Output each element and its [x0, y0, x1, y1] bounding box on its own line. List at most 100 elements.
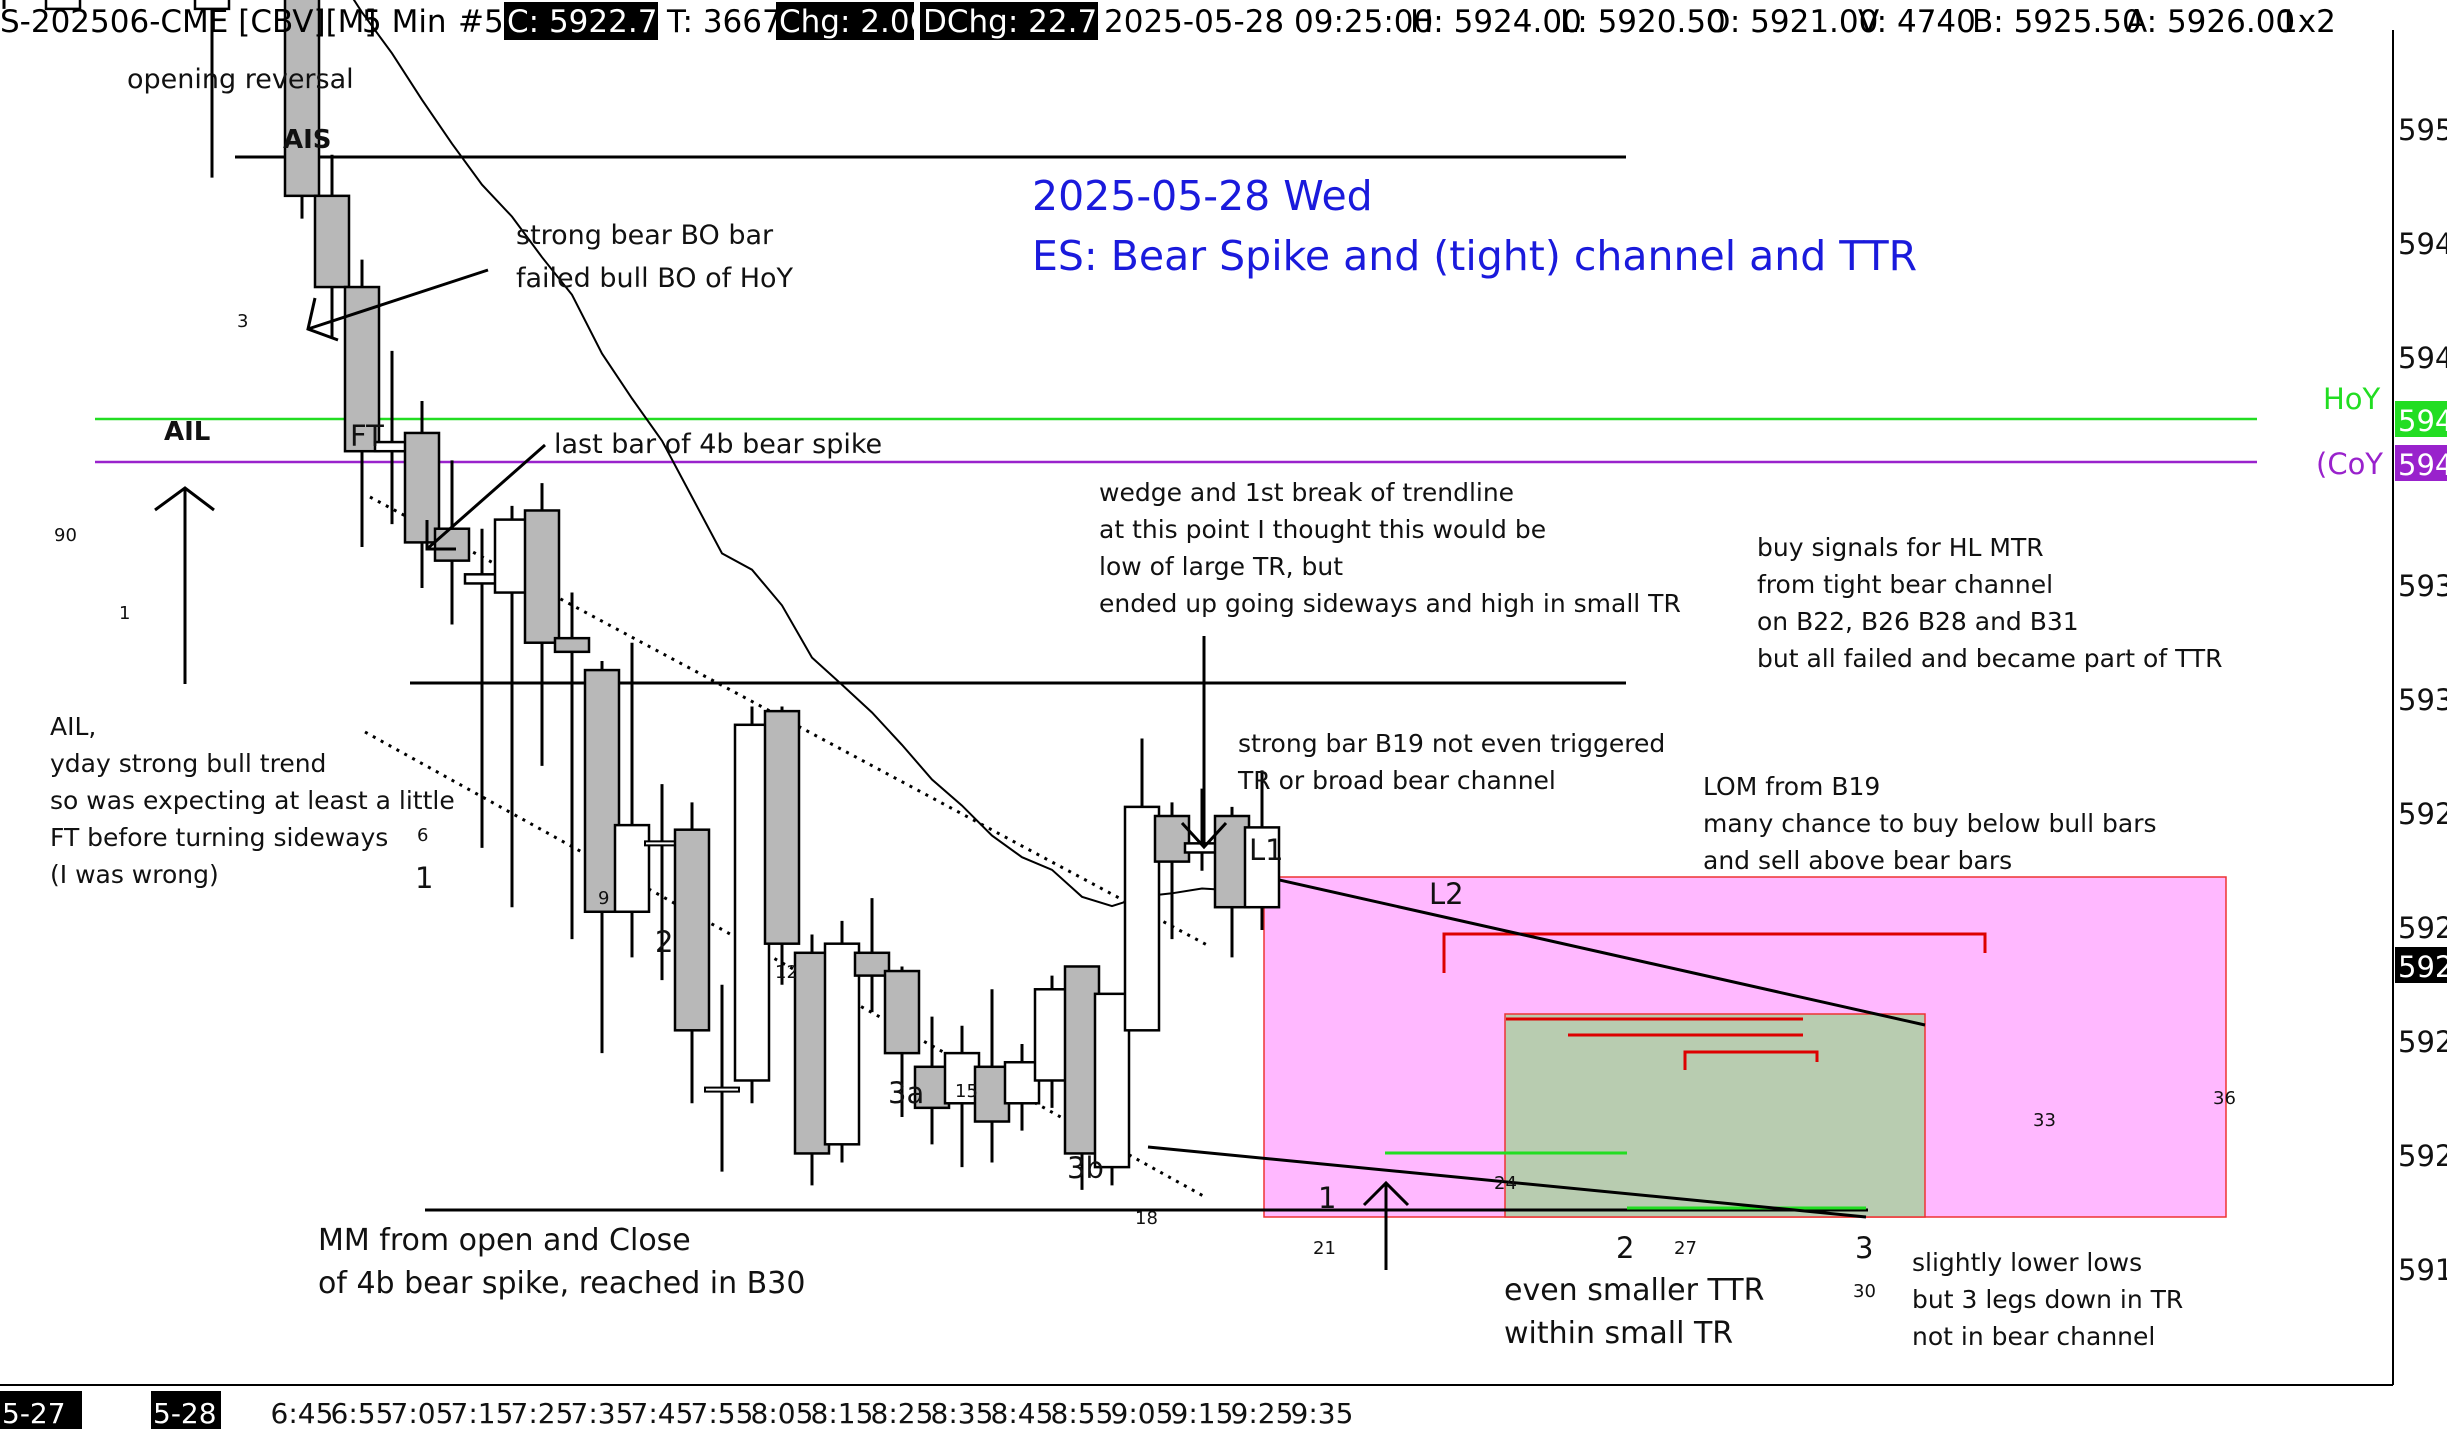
candle-5[interactable]	[313, 154, 351, 338]
candle-20[interactable]	[763, 706, 801, 985]
candle-90[interactable]	[44, 0, 82, 11]
time-label-9-15: 9:15	[1171, 1397, 1234, 1429]
header-datetime: 2025-05-28 09:25:00	[1104, 4, 1433, 40]
coy-price-box-text: 594	[2398, 448, 2447, 482]
leg-label-l1: L1	[1249, 833, 1284, 867]
header-ask: A: 5926.00	[2126, 4, 2295, 40]
candle-33[interactable]	[1153, 802, 1191, 940]
note-b19-2: TR or broad bear channel	[1237, 766, 1556, 795]
header-bid: B: 5925.50	[1972, 4, 2142, 40]
time-label-8-25: 8:25	[871, 1397, 934, 1429]
note-lom-2: many chance to buy below bull bars	[1703, 809, 2157, 838]
note-ail-1: AIL,	[50, 712, 96, 741]
header-chart-num: #5	[458, 4, 504, 40]
y-label-4: 593	[2398, 683, 2447, 717]
note-wedge-4: ended up going sideways and high in smal…	[1099, 589, 1681, 618]
leg-label-2: 2	[655, 925, 673, 959]
candle-4[interactable]	[283, 0, 321, 219]
header-volume: V: 4740	[1858, 4, 1976, 40]
candle-24[interactable]	[883, 966, 921, 1117]
bar-num-9: 9	[598, 888, 609, 909]
candle-11[interactable]	[493, 505, 531, 908]
time-label-8-05: 8:05	[751, 1397, 814, 1429]
chart-title-date: 2025-05-28 Wed	[1032, 172, 1373, 220]
hoy-label: HoY	[2323, 382, 2381, 416]
leg-label-3a: 3a	[888, 1076, 924, 1110]
y-label-5: 592	[2398, 797, 2447, 831]
note-strong-bear-1: strong bear BO bar	[516, 220, 774, 251]
header-high: H: 5924.00	[1410, 4, 1582, 40]
candle-body	[733, 723, 771, 1082]
candle-17[interactable]	[673, 802, 711, 1104]
time-label-7-25: 7:25	[511, 1397, 574, 1429]
bar-num-18: 18	[1135, 1208, 1158, 1229]
note-buy-3: on B22, B26 B28 and B31	[1757, 607, 2079, 636]
candle-13[interactable]	[553, 592, 591, 940]
candle-19[interactable]	[733, 706, 771, 1104]
candle-32[interactable]	[1123, 738, 1161, 1032]
red-lines	[1442, 932, 1987, 1070]
candle-23[interactable]	[853, 898, 891, 1013]
time-label-8-45: 8:45	[991, 1397, 1054, 1429]
candle-body	[853, 951, 891, 977]
note-wedge-3: low of large TR, but	[1099, 552, 1343, 581]
bar-num-15: 15	[955, 1081, 978, 1102]
note-last-bar: last bar of 4b bear spike	[554, 429, 882, 460]
bar-num-12: 12	[775, 962, 798, 983]
time-label-8-15: 8:15	[811, 1397, 874, 1429]
candle-12[interactable]	[523, 483, 561, 766]
coy-label: (CoY	[2316, 447, 2383, 481]
candle-25[interactable]	[913, 1016, 951, 1145]
note-buy-1: buy signals for HL MTR	[1757, 533, 2044, 562]
candle-8[interactable]	[403, 401, 441, 588]
time-label-5-27: 5-27	[2, 1397, 66, 1429]
candle-15[interactable]	[613, 642, 651, 958]
note-opening-reversal: opening reversal	[127, 64, 354, 95]
candle-body	[523, 509, 561, 644]
time-label-8-35: 8:35	[931, 1397, 994, 1429]
candle-18[interactable]	[704, 984, 740, 1172]
time-label-box-5-28	[151, 1391, 221, 1429]
leg-label-low-3: 3	[1855, 1231, 1873, 1265]
bar-num-27: 27	[1674, 1238, 1697, 1259]
candle-body	[1153, 814, 1191, 863]
time-label-7-35: 7:35	[571, 1397, 634, 1429]
header-open: O: 5921.00	[1706, 4, 1878, 40]
candle-31[interactable]	[1093, 992, 1131, 1186]
candle-14[interactable]	[583, 660, 621, 1054]
candle-body	[613, 823, 651, 914]
candle-body	[433, 527, 471, 562]
leg-label-low-1: 1	[1318, 1181, 1336, 1215]
candle-21[interactable]	[793, 934, 831, 1186]
note-lom-1: LOM from B19	[1703, 772, 1880, 801]
time-label-6-55: 6:55	[331, 1397, 394, 1429]
candle-body	[553, 636, 591, 654]
candle-body	[823, 942, 861, 1146]
candle-26[interactable]	[943, 1025, 981, 1168]
moving-average-line	[352, 0, 1263, 908]
time-label-7-05: 7:05	[391, 1397, 454, 1429]
y-label-1: 594	[2398, 227, 2447, 261]
candle-28[interactable]	[1003, 1044, 1041, 1131]
time-axis: 6:456:557:057:157:257:357:457:558:058:15…	[271, 1397, 1354, 1429]
candle-1[interactable]	[193, 0, 231, 178]
bar-num-30: 30	[1853, 1281, 1876, 1302]
y-label-7: 592	[2398, 1025, 2447, 1059]
candle-36[interactable]	[1243, 770, 1281, 930]
note-wedge-1: wedge and 1st break of trendline	[1099, 478, 1514, 507]
candles[interactable]	[0, 0, 1281, 1190]
candle-9[interactable]	[433, 460, 471, 625]
candle-22[interactable]	[823, 920, 861, 1163]
candle-body	[793, 951, 831, 1155]
leg-label-l2: L2	[1429, 877, 1464, 911]
candle-6[interactable]	[343, 259, 381, 547]
bar-num-1: 1	[119, 603, 130, 624]
price-axis: 595 594 594 593 593 592 592 592 592 591	[2398, 113, 2447, 1287]
candle-27[interactable]	[973, 989, 1011, 1163]
header-symbol: S-202506-CME [CBV][M]	[0, 4, 377, 40]
time-label-8-55: 8:55	[1051, 1397, 1114, 1429]
candle-body	[1003, 1060, 1041, 1105]
leg-label-1: 1	[415, 861, 433, 895]
hoy-price-box-text: 594	[2398, 404, 2447, 438]
